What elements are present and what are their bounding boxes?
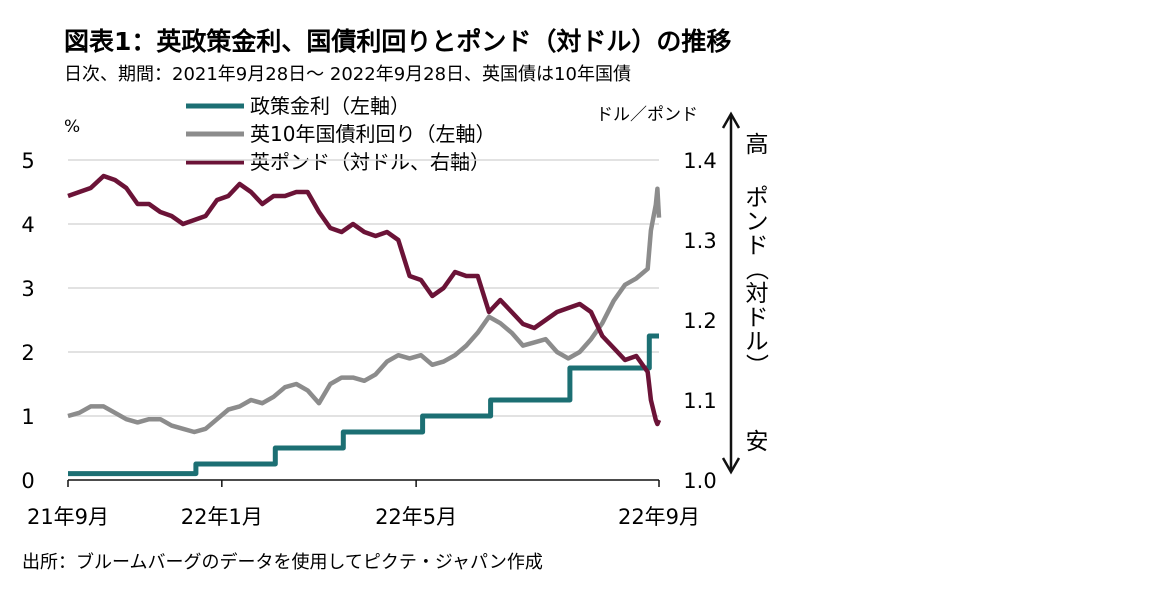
y-left-tick-label: 3 xyxy=(21,277,34,301)
y-left-tick-label: 1 xyxy=(21,405,34,429)
y-right-tick-label: 1.2 xyxy=(683,309,716,333)
chart-title: 図表1：英政策金利、国債利回りとポンド（対ドル）の推移 xyxy=(64,27,731,56)
caption-char: ド xyxy=(746,233,769,259)
caption-low: 安 xyxy=(746,429,769,455)
series-policy-rate-line xyxy=(68,333,659,477)
y-left-tick-label: 0 xyxy=(21,469,34,493)
y-right-tick-label: 1.3 xyxy=(683,229,716,253)
y-right-tick-label: 1.0 xyxy=(683,469,716,493)
caption-char: ド xyxy=(746,305,769,331)
caption-high: 高 xyxy=(746,132,769,158)
x-tick-label: 21年9月 xyxy=(27,505,109,529)
caption-char: （ xyxy=(743,258,769,281)
legend-label-policy-rate: 政策金利（左軸） xyxy=(250,94,410,118)
right-axis-unit: ドル／ポンド xyxy=(596,105,698,125)
y-left-tick-label: 2 xyxy=(21,341,34,365)
left-axis-ticks: 0 1 2 3 4 5 xyxy=(21,149,34,493)
y-left-tick-label: 5 xyxy=(21,149,34,173)
y-right-tick-label: 1.4 xyxy=(683,149,716,173)
caption-char: ル xyxy=(746,329,769,355)
x-axis: 21年9月 22年1月 22年5月 22年9月 xyxy=(27,479,700,529)
x-tick-label: 22年5月 xyxy=(375,505,457,529)
caption-char: ） xyxy=(743,354,769,377)
arrow-head-up xyxy=(721,111,741,129)
series-gbp-usd-line xyxy=(67,173,662,427)
series-gilt-yield-line xyxy=(67,186,662,435)
x-tick-label: 22年9月 xyxy=(618,505,700,529)
y-right-tick-label: 1.1 xyxy=(683,389,716,413)
caption-char: 対 xyxy=(746,281,769,307)
legend: 政策金利（左軸） 英10年国債利回り（左軸） 英ポンド（対ドル、右軸） xyxy=(186,94,495,174)
left-axis-unit: % xyxy=(64,117,80,137)
legend-label-gbp-usd: 英ポンド（対ドル、右軸） xyxy=(250,150,490,174)
caption-char: ン xyxy=(746,209,769,235)
chart-subtitle: 日次、期間：2021年9月28日～ 2022年9月28日、英国債は10年国債 xyxy=(64,64,631,85)
right-axis-caption: 高 ポンド（対ドル） 安 xyxy=(721,111,769,475)
right-axis-ticks: 1.0 1.1 1.2 1.3 1.4 xyxy=(683,149,716,493)
gridlines xyxy=(68,159,659,417)
source-note: 出所：ブルームバーグのデータを使用してピクテ・ジャパン作成 xyxy=(22,551,543,573)
caption-pound-vs-dollar: ポンド（対ドル） xyxy=(743,185,769,377)
y-left-tick-label: 4 xyxy=(21,213,34,237)
x-tick-label: 22年1月 xyxy=(181,505,263,529)
legend-label-gilt-yield: 英10年国債利回り（左軸） xyxy=(250,122,495,146)
caption-char: ポ xyxy=(746,185,769,211)
arrow-head-down xyxy=(721,457,741,475)
plot-lines xyxy=(67,173,662,477)
